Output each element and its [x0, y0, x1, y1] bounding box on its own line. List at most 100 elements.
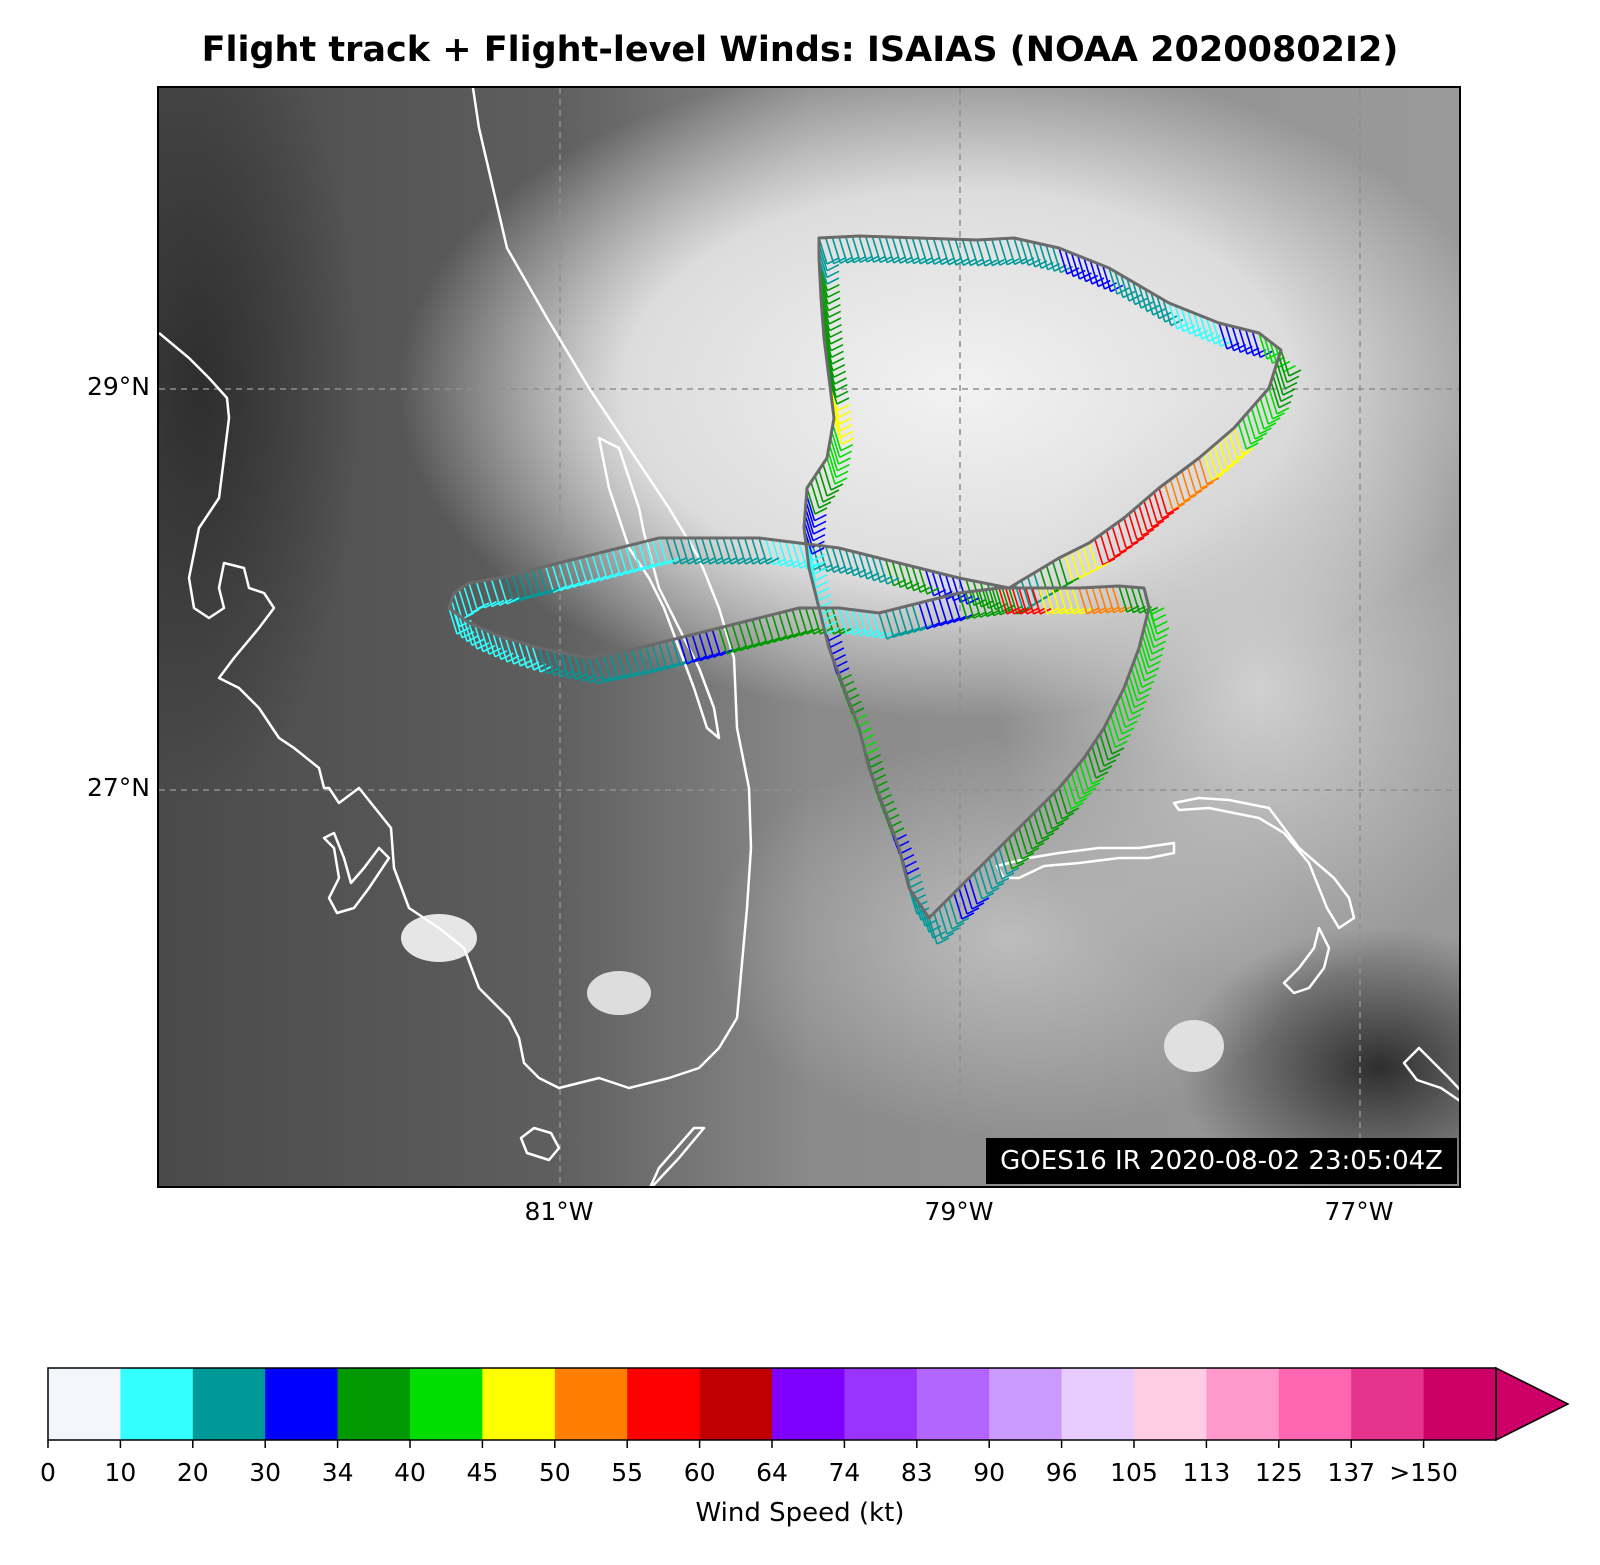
colorbar-cell — [916, 1368, 990, 1440]
wind-barb — [1087, 751, 1109, 779]
wind-barb — [1218, 440, 1240, 468]
wind-barb — [1208, 449, 1230, 477]
colorbar-cell — [989, 1368, 1063, 1440]
wind-barb — [1280, 349, 1302, 377]
wind-barb — [998, 847, 1020, 875]
wind-barb — [498, 577, 520, 605]
colorbar-cell — [1278, 1368, 1352, 1440]
wind-barb — [1223, 436, 1245, 464]
image-timestamp: GOES16 IR 2020-08-02 23:05:04Z — [986, 1138, 1457, 1184]
wind-barb — [1116, 701, 1138, 729]
wind-barb — [463, 619, 485, 646]
wind-barb — [978, 867, 1000, 895]
wind-barb — [822, 463, 844, 491]
colorbar-tick-label: 45 — [466, 1458, 499, 1487]
wind-barb — [1113, 707, 1135, 735]
wind-barb — [665, 537, 687, 565]
colorbar-cell — [48, 1368, 121, 1440]
wind-barb — [826, 457, 848, 485]
wind-barb — [1003, 842, 1025, 870]
wind-barb — [1013, 832, 1035, 860]
wind-barb — [805, 501, 827, 529]
wind-barb — [1120, 274, 1142, 302]
wind-barb — [1043, 802, 1065, 830]
wind-barb — [1203, 453, 1225, 481]
wind-barb — [1103, 727, 1125, 755]
wind-barb — [828, 444, 850, 472]
wind-barb — [806, 487, 828, 515]
colorbar-tick-label: 64 — [756, 1458, 788, 1487]
colorbar-tick-label: 55 — [611, 1458, 644, 1487]
wind-barb — [701, 537, 723, 565]
wind-barb — [1158, 487, 1180, 515]
colorbar-tick-label: 0 — [40, 1458, 56, 1487]
colorbar-tick-label: 137 — [1327, 1458, 1376, 1487]
wind-barb — [1144, 621, 1167, 649]
wind-barb — [604, 551, 627, 579]
wind-barb — [1233, 427, 1255, 455]
wind-barb — [474, 625, 496, 653]
wind-barb — [1241, 417, 1264, 445]
colorbar-cell — [627, 1368, 701, 1440]
flight-track-line — [447, 234, 1283, 920]
colorbar-cell — [337, 1368, 411, 1440]
wind-barb — [1156, 295, 1178, 323]
wind-barb — [1138, 285, 1160, 313]
wind-barb — [988, 857, 1010, 885]
wind-barb — [1070, 772, 1092, 800]
wind-barb — [943, 902, 965, 930]
wind-barb — [833, 417, 855, 445]
wind-barb — [486, 630, 508, 658]
wind-barb — [468, 622, 490, 650]
wind-barb — [743, 537, 766, 565]
wind-barb — [1038, 807, 1060, 835]
wind-barb — [1091, 745, 1113, 773]
wind-barb — [1114, 271, 1136, 299]
wind-barb — [611, 549, 633, 577]
colorbar-tick-label: 50 — [538, 1458, 571, 1487]
wind-barb — [1268, 387, 1290, 415]
wind-barb — [1048, 797, 1070, 825]
figure-title: Flight track + Flight-level Winds: ISAIA… — [201, 30, 1399, 70]
wind-barb — [480, 627, 502, 655]
wind-barb — [1106, 721, 1128, 749]
wind-barb — [829, 437, 851, 465]
wind-barb — [804, 507, 826, 535]
wind-barb — [1276, 362, 1298, 390]
wind-barb — [948, 897, 970, 925]
colorbar-cell — [265, 1368, 339, 1440]
wind-barb — [827, 451, 849, 479]
wind-barb — [1117, 521, 1139, 549]
wind-barb — [1062, 782, 1084, 810]
wind-barb — [538, 567, 560, 595]
map-canvas — [159, 88, 1459, 1186]
wind-barb — [1119, 694, 1142, 722]
wind-barb — [531, 569, 553, 597]
wind-barb — [1246, 412, 1268, 440]
wind-barb — [511, 574, 533, 602]
wind-barb — [1272, 375, 1294, 403]
wind-barb — [953, 892, 975, 920]
colorbar-tick-label: >150 — [1389, 1458, 1458, 1487]
wind-barb — [1083, 757, 1105, 785]
wind-barb — [1139, 641, 1162, 669]
wind-barb — [1099, 534, 1122, 562]
colorbar-cell — [844, 1368, 918, 1440]
wind-barb — [624, 546, 647, 574]
wind-barb — [1138, 504, 1160, 532]
coastlines — [159, 88, 1459, 1186]
wind-barb — [968, 877, 990, 905]
wind-barb — [715, 537, 737, 565]
wind-barb — [1143, 500, 1165, 528]
wind-barb — [722, 537, 744, 565]
wind-barb — [830, 431, 853, 459]
wind-barb — [1109, 714, 1132, 742]
wind-barb — [928, 917, 950, 945]
colorbar-cell — [120, 1368, 194, 1440]
wind-barb — [1023, 822, 1045, 850]
colorbar-cell — [1206, 1368, 1280, 1440]
colorbar-tick-label: 83 — [900, 1458, 933, 1487]
wind-barb — [631, 544, 653, 572]
colorbar-tick-label: 20 — [176, 1458, 209, 1487]
wind-barb — [1138, 647, 1160, 675]
